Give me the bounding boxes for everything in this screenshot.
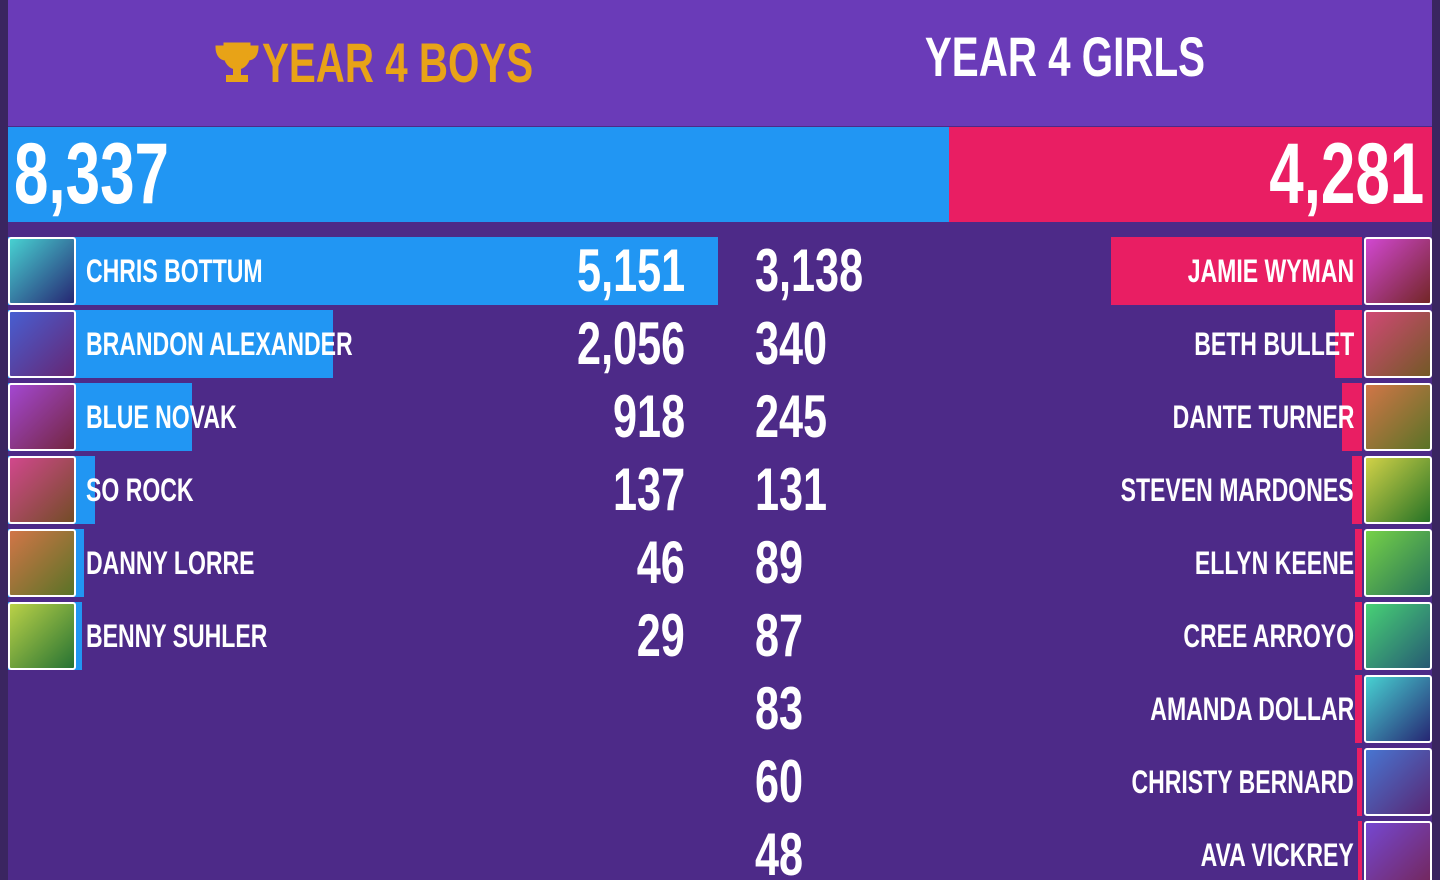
avatar — [1364, 383, 1432, 451]
score-bar — [8, 237, 718, 305]
player-name: CREE ARROYO — [1183, 618, 1354, 654]
avatar — [8, 237, 76, 305]
player-name: DANTE TURNER — [1172, 399, 1354, 435]
player-score: 918 — [612, 383, 685, 450]
player-name: SO ROCK — [86, 472, 194, 508]
team-title: YEAR 4 BOYS — [262, 31, 534, 94]
player-score: 83 — [755, 675, 804, 742]
player-score: 48 — [755, 821, 804, 880]
score-bar — [1351, 456, 1362, 524]
player-name: AVA VICKREY — [1200, 837, 1354, 873]
player-name: JAMIE WYMAN — [1187, 253, 1354, 289]
avatar — [1364, 456, 1432, 524]
player-name: BLUE NOVAK — [86, 399, 237, 435]
score-bar — [1334, 310, 1362, 378]
player-score: 2,056 — [576, 310, 685, 377]
edge — [1432, 0, 1440, 880]
edge — [0, 0, 8, 880]
player-score: 5,151 — [576, 237, 685, 304]
player-name: ELLYN KEENE — [1194, 545, 1354, 581]
player-score: 3,138 — [755, 237, 864, 304]
total-score: 8,337 — [14, 126, 169, 222]
player-score: 89 — [755, 529, 804, 596]
player-name: BETH BULLET — [1194, 326, 1354, 362]
score-bar — [1357, 748, 1362, 816]
player-name: STEVEN MARDONES — [1121, 472, 1354, 508]
avatar — [8, 383, 76, 451]
player-score: 131 — [755, 456, 828, 523]
score-bar — [1342, 383, 1362, 451]
player-name: DANNY LORRE — [86, 545, 255, 581]
avatar — [8, 456, 76, 524]
player-score: 29 — [636, 602, 685, 669]
avatar — [8, 310, 76, 378]
player-score: 87 — [755, 602, 804, 669]
player-score: 245 — [755, 383, 828, 450]
total-bar — [948, 127, 1432, 222]
player-name: CHRISTY BERNARD — [1131, 764, 1354, 800]
avatar — [1364, 675, 1432, 743]
trophy-icon — [215, 42, 259, 82]
score-bar — [1111, 237, 1362, 305]
total-bar — [8, 127, 949, 222]
avatar — [1364, 748, 1432, 816]
total-score: 4,281 — [1269, 126, 1424, 222]
avatar — [1364, 237, 1432, 305]
score-bar — [1355, 675, 1362, 743]
score-bar — [1358, 821, 1362, 880]
player-score: 46 — [636, 529, 685, 596]
player-name: BRANDON ALEXANDER — [86, 326, 353, 362]
player-name: AMANDA DOLLAR — [1150, 691, 1354, 727]
avatar — [1364, 529, 1432, 597]
avatar — [1364, 602, 1432, 670]
avatar — [8, 602, 76, 670]
player-score: 137 — [612, 456, 685, 523]
avatar — [1364, 821, 1432, 880]
avatar — [1364, 310, 1432, 378]
player-score: 340 — [755, 310, 828, 377]
avatar — [8, 529, 76, 597]
player-name: BENNY SUHLER — [86, 618, 268, 654]
player-name: CHRIS BOTTUM — [86, 253, 263, 289]
player-score: 60 — [755, 748, 804, 815]
score-bar — [1354, 529, 1362, 597]
team-title: YEAR 4 GIRLS — [924, 25, 1205, 88]
score-bar — [1355, 602, 1362, 670]
